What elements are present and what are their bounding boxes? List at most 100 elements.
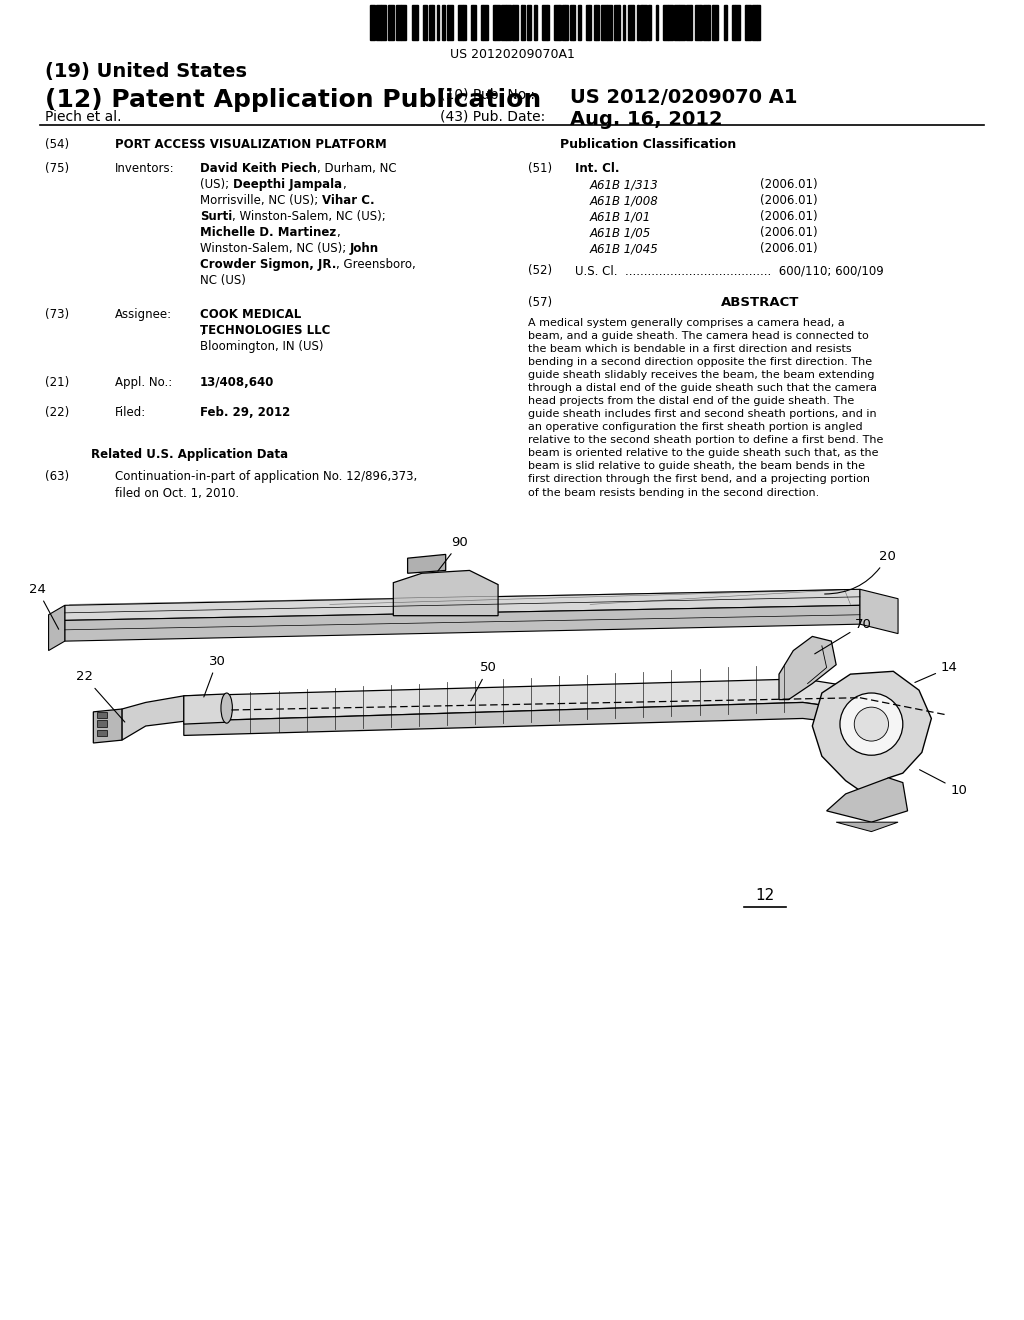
Text: Surti: Surti [200, 210, 232, 223]
Bar [648, 5, 649, 40]
Bar [559, 5, 561, 40]
Bar [664, 5, 669, 40]
Text: US 20120209070A1: US 20120209070A1 [450, 48, 574, 61]
Text: Continuation-in-part of application No. 12/896,373,
filed on Oct. 1, 2010.: Continuation-in-part of application No. … [115, 470, 417, 500]
Text: ,: , [200, 323, 204, 337]
Text: (2006.01): (2006.01) [760, 210, 817, 223]
Bar [732, 5, 735, 40]
Text: ,: , [342, 178, 346, 191]
Bar [521, 5, 522, 40]
Bar [735, 5, 740, 40]
Bar [589, 5, 592, 40]
Bar [381, 5, 386, 40]
Bar [429, 5, 432, 40]
Text: Inventors:: Inventors: [115, 162, 175, 176]
Bar [714, 5, 719, 40]
Text: Filed:: Filed: [115, 407, 146, 418]
Bar [543, 5, 548, 40]
Bar [638, 5, 639, 40]
Polygon shape [184, 694, 226, 725]
Text: 13/408,640: 13/408,640 [200, 376, 274, 389]
Bar [675, 5, 680, 40]
Bar [562, 5, 565, 40]
Text: (54): (54) [45, 139, 70, 150]
Bar [726, 5, 727, 40]
Text: Appl. No.:: Appl. No.: [115, 376, 172, 389]
Bar [376, 5, 381, 40]
Bar [396, 5, 401, 40]
Text: (43) Pub. Date:: (43) Pub. Date: [440, 110, 545, 124]
Text: (12) Patent Application Publication: (12) Patent Application Publication [45, 88, 542, 112]
Bar [97, 721, 106, 727]
Text: (19) United States: (19) United States [45, 62, 247, 81]
Text: (2006.01): (2006.01) [760, 178, 817, 191]
Bar [594, 5, 596, 40]
Bar [709, 5, 710, 40]
Bar [423, 5, 425, 40]
Polygon shape [860, 589, 898, 634]
Text: PORT ACCESS VISUALIZATION PLATFORM: PORT ACCESS VISUALIZATION PLATFORM [115, 139, 387, 150]
Text: TECHNOLOGIES LLC: TECHNOLOGIES LLC [200, 323, 331, 337]
Text: NC (US): NC (US) [200, 275, 246, 286]
Text: A medical system generally comprises a camera head, a
beam, and a guide sheath. : A medical system generally comprises a c… [528, 318, 884, 498]
Text: Crowder Sigmon, JR.: Crowder Sigmon, JR. [200, 257, 336, 271]
Bar [444, 5, 445, 40]
Bar [535, 5, 538, 40]
Bar [640, 5, 642, 40]
Text: 30: 30 [204, 655, 225, 697]
Bar [578, 5, 581, 40]
Bar [483, 5, 488, 40]
Text: Winston-Salem, NC (US);: Winston-Salem, NC (US); [200, 242, 350, 255]
Bar [412, 5, 417, 40]
Text: Related U.S. Application Data: Related U.S. Application Data [91, 447, 289, 461]
Bar [686, 5, 691, 40]
Text: 10: 10 [920, 770, 968, 796]
Bar [691, 5, 692, 40]
Bar [513, 5, 518, 40]
Text: (73): (73) [45, 308, 70, 321]
Polygon shape [812, 672, 932, 793]
Text: Publication Classification: Publication Classification [560, 139, 736, 150]
Text: 70: 70 [815, 618, 872, 653]
Polygon shape [837, 822, 898, 832]
Text: (10) Pub. No.:: (10) Pub. No.: [440, 88, 535, 102]
Polygon shape [122, 696, 184, 741]
Bar [494, 5, 495, 40]
Bar [746, 5, 752, 40]
Text: (22): (22) [45, 407, 70, 418]
Bar [463, 5, 466, 40]
Text: ABSTRACT: ABSTRACT [721, 296, 799, 309]
Polygon shape [184, 678, 851, 721]
Bar [581, 5, 582, 40]
Bar [432, 5, 434, 40]
Polygon shape [48, 606, 65, 651]
Text: 50: 50 [471, 661, 497, 701]
Text: (2006.01): (2006.01) [760, 242, 817, 255]
Bar [506, 5, 511, 40]
Bar [565, 5, 567, 40]
Bar [758, 5, 760, 40]
Bar [438, 5, 439, 40]
Text: , Durham, NC: , Durham, NC [316, 162, 396, 176]
Bar [512, 5, 513, 40]
Bar [471, 5, 473, 40]
Bar [97, 730, 106, 737]
Bar [669, 5, 673, 40]
Bar [596, 5, 599, 40]
Text: (21): (21) [45, 376, 70, 389]
Text: Morrisville, NC (US);: Morrisville, NC (US); [200, 194, 322, 207]
Text: Int. Cl.: Int. Cl. [575, 162, 620, 176]
Bar [548, 5, 549, 40]
Bar [694, 5, 699, 40]
Circle shape [840, 693, 903, 755]
Text: A61B 1/01: A61B 1/01 [590, 210, 651, 223]
Bar [649, 5, 650, 40]
Bar [370, 5, 375, 40]
Text: Feb. 29, 2012: Feb. 29, 2012 [200, 407, 290, 418]
Bar [527, 5, 529, 40]
Bar [436, 5, 438, 40]
Text: , Greensboro,: , Greensboro, [336, 257, 416, 271]
Bar [655, 5, 656, 40]
Polygon shape [93, 709, 122, 743]
Text: Michelle D. Martinez: Michelle D. Martinez [200, 226, 336, 239]
